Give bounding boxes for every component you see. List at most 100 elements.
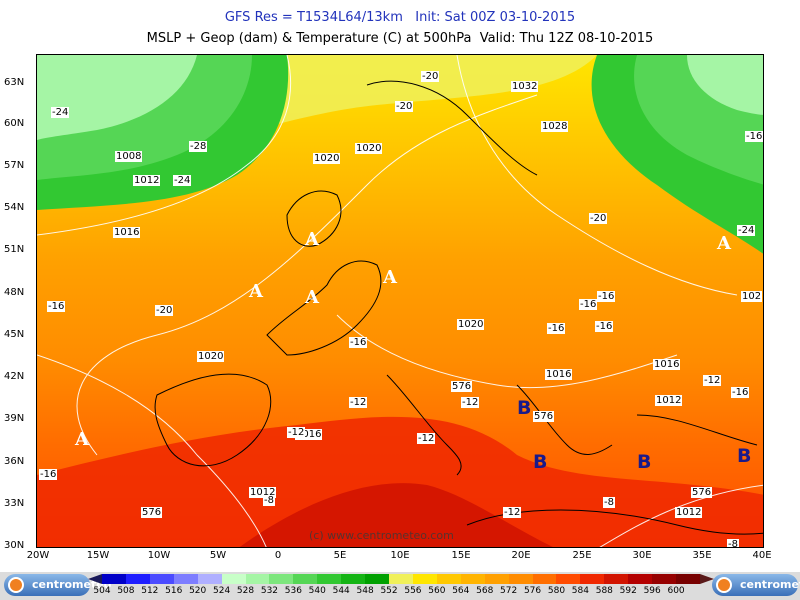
color-swatch xyxy=(102,574,127,584)
temperature-label: -24 xyxy=(737,225,756,236)
color-swatch xyxy=(173,574,199,584)
temperature-label: -8 xyxy=(263,495,275,506)
pressure-label: 1020 xyxy=(355,143,383,154)
map-canvas xyxy=(37,55,763,547)
pressure-label: 1020 xyxy=(313,153,341,164)
temperature-label: -28 xyxy=(189,141,208,152)
pressure-label: 1012 xyxy=(249,487,277,498)
lon-label-10e: 10E xyxy=(390,550,410,561)
lat-label-48n: 48N xyxy=(4,287,25,298)
temperature-label: -20 xyxy=(155,305,174,316)
color-swatch xyxy=(245,574,270,584)
pressure-label: 1020 xyxy=(457,319,485,330)
lon-label-5e: 5E xyxy=(333,550,347,561)
color-scale-tick: 528 xyxy=(236,586,255,596)
pressure-label: 1012 xyxy=(133,175,161,186)
color-scale-tick: 584 xyxy=(571,586,589,596)
lon-label-25e: 25E xyxy=(572,550,592,561)
color-swatch xyxy=(484,574,510,584)
pressure-label: 1008 xyxy=(115,151,143,162)
temperature-label: -20 xyxy=(395,101,414,112)
high-pressure-marker: A xyxy=(383,267,397,288)
cold-trough-east-core xyxy=(687,55,763,115)
high-pressure-marker: A xyxy=(305,287,319,308)
color-swatch xyxy=(628,574,653,584)
below-range-arrow-icon xyxy=(88,574,102,584)
pressure-label: 1016 xyxy=(295,429,323,440)
color-swatch xyxy=(676,574,701,584)
lon-label-20w: 20W xyxy=(26,550,50,561)
high-pressure-marker: A xyxy=(249,281,263,302)
low-pressure-marker: B xyxy=(737,445,752,467)
color-scale-tick: 548 xyxy=(356,586,374,596)
color-swatch xyxy=(317,574,342,584)
temperature-label: -16 xyxy=(745,131,763,142)
geopotential-label: 576 xyxy=(141,507,163,518)
color-swatch xyxy=(412,574,438,584)
high-pressure-marker: A xyxy=(717,233,731,254)
color-swatch xyxy=(580,574,605,584)
temperature-label: -20 xyxy=(589,213,608,224)
lat-label-33n: 33N xyxy=(4,498,25,509)
color-swatch xyxy=(341,574,366,584)
color-scale-tick: 508 xyxy=(117,586,135,596)
lon-label-5w: 5W xyxy=(209,550,227,561)
color-scale-tick: 568 xyxy=(476,586,494,596)
logo-sun-icon xyxy=(716,577,732,593)
temperature-label: -16 xyxy=(39,469,58,480)
lon-label-15e: 15E xyxy=(451,550,471,561)
color-swatch xyxy=(125,574,151,584)
lat-label-36n: 36N xyxy=(4,456,25,467)
above-range-arrow-icon xyxy=(700,574,714,584)
temperature-label: -24 xyxy=(173,175,192,186)
temperature-label: -8 xyxy=(727,539,739,548)
lat-label-51n: 51N xyxy=(4,244,25,255)
color-swatch xyxy=(460,574,486,584)
temperature-label: -16 xyxy=(595,321,614,332)
temperature-label: -24 xyxy=(51,107,70,118)
temperature-label: -12 xyxy=(349,397,368,408)
logo-sun-icon xyxy=(8,577,24,593)
temperature-label: -12 xyxy=(461,397,480,408)
temperature-label: -12 xyxy=(417,433,436,444)
color-scale-tick: 560 xyxy=(428,586,446,596)
logo-text-right: centrometeo xyxy=(740,578,800,591)
color-swatch-strip xyxy=(102,574,701,584)
temperature-label: -20 xyxy=(421,71,440,82)
geopotential-label: 576 xyxy=(451,381,473,392)
isobar-lines xyxy=(37,55,763,547)
field-band-552 xyxy=(37,55,597,185)
lat-label-60n: 60N xyxy=(4,118,25,129)
lon-label-15w: 15W xyxy=(86,550,110,561)
color-scale-tick: 520 xyxy=(189,586,207,596)
temperature-label: -16 xyxy=(547,323,566,334)
temperature-label: -16 xyxy=(349,337,368,348)
temperature-label: -16 xyxy=(731,387,750,398)
color-scale-tick: 556 xyxy=(404,586,422,596)
color-scale-tick: 532 xyxy=(260,586,279,596)
lat-label-30n: 30N xyxy=(4,540,25,551)
model-init-title: GFS Res = T1534L64/13km Init: Sat 00Z 03… xyxy=(224,10,576,25)
field-valid-title: MSLP + Geop (dam) & Temperature (C) at 5… xyxy=(146,31,654,46)
low-pressure-marker: B xyxy=(637,451,652,473)
color-swatch xyxy=(293,574,318,584)
field-band-584 xyxy=(37,416,763,547)
color-scale-tick: 588 xyxy=(595,586,613,596)
color-swatch xyxy=(532,574,557,584)
high-pressure-marker: A xyxy=(305,229,319,250)
color-scale-tick: 512 xyxy=(141,586,159,596)
color-swatch xyxy=(365,574,390,584)
color-swatch xyxy=(652,574,677,584)
color-scale-tick: 580 xyxy=(547,586,566,596)
geopotential-label: 576 xyxy=(691,487,713,498)
color-swatch xyxy=(508,574,534,584)
color-scale-tick: 536 xyxy=(284,586,302,596)
color-scale-tick: 572 xyxy=(500,586,518,596)
temperature-label: -12 xyxy=(703,375,722,386)
lat-label-39n: 39N xyxy=(4,413,25,424)
lon-label-35e: 35E xyxy=(692,550,712,561)
color-swatch xyxy=(221,574,246,584)
temperature-label: -16 xyxy=(597,291,616,302)
lon-label-10w: 10W xyxy=(147,550,171,561)
color-swatch xyxy=(149,574,175,584)
